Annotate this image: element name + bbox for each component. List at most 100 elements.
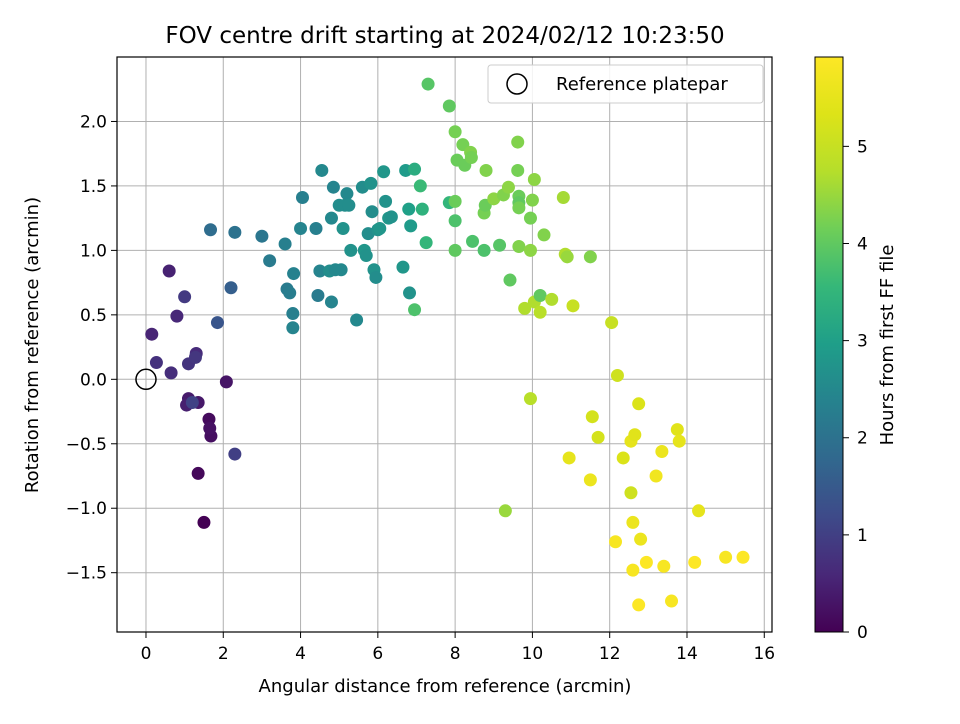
data-point [224,281,238,295]
data-point [518,301,532,315]
data-point [369,270,383,284]
x-axis-label: Angular distance from reference (arcmin) [259,676,632,697]
data-point [219,375,233,389]
data-point [719,550,733,564]
data-point [373,221,387,235]
data-point [665,594,679,608]
x-tick-label: 16 [753,644,775,664]
grid [117,57,772,632]
data-point [560,250,574,264]
data-point [287,267,301,281]
data-point [415,202,429,216]
x-tick-label: 14 [676,644,698,664]
data-point [365,205,379,219]
data-point [626,563,640,577]
legend: Reference platepar [487,64,764,104]
y-tick-label: −1.0 [66,499,107,519]
reference-platepar-marker [135,368,157,391]
y-tick-label: 0.0 [80,370,107,390]
data-point [145,327,159,341]
data-point [511,135,525,149]
x-tick-label: 0 [141,644,152,664]
data-point [670,423,684,437]
data-point [359,249,373,263]
data-point [692,504,706,518]
data-point [688,555,702,569]
data-point [311,289,325,303]
x-tick-label: 2 [218,644,229,664]
data-point [263,254,277,268]
data-point [632,397,646,411]
data-point [616,451,630,465]
data-point [498,504,512,518]
data-point [533,289,547,303]
data-point [255,229,269,243]
data-point [657,559,671,573]
x-tick-label: 6 [372,644,383,664]
data-point [364,176,378,190]
colorbar-tick-label: 4 [857,234,868,254]
y-tick-label: 1.5 [80,177,107,197]
data-point [479,163,493,177]
data-points [145,77,750,612]
data-point [379,194,393,208]
data-point [672,434,686,448]
data-point [736,550,750,564]
data-point [448,243,462,257]
data-point [533,305,547,319]
data-point [413,179,427,193]
data-point [626,515,640,529]
data-point [210,316,224,330]
data-point [324,295,338,309]
data-point [634,532,648,546]
data-point [408,162,422,176]
data-point [448,125,462,139]
data-point [448,214,462,228]
data-point [286,321,300,335]
data-point [566,299,580,313]
data-point [170,309,184,323]
data-point [228,447,242,461]
data-point [466,234,480,248]
data-point [334,263,348,277]
data-point [562,451,576,465]
x-tick-label: 4 [295,644,306,664]
y-tick-label: 2.0 [80,112,107,132]
y-axis-ticks: −1.5 −1.0 −0.5 0.0 0.5 1.0 1.5 2.0 [66,112,117,584]
data-point [188,350,202,364]
colorbar [814,56,844,633]
data-point [583,473,597,487]
legend-reference-marker [506,73,528,95]
data-point [149,356,163,370]
data-point [523,243,537,257]
colorbar-tick-label: 2 [857,429,868,449]
data-point [197,515,211,529]
data-point [313,264,327,278]
data-point [326,180,340,194]
data-point [583,250,597,264]
y-tick-label: 0.5 [80,306,107,326]
data-point [295,191,309,205]
data-point [403,286,417,300]
data-point [336,221,350,235]
y-tick-label: −0.5 [66,435,107,455]
data-point [525,193,539,207]
data-point [164,366,178,380]
data-point [649,469,663,483]
data-point [185,396,199,410]
data-point [283,286,297,300]
y-tick-label: −1.5 [66,564,107,584]
data-point [442,99,456,113]
colorbar-tick-label: 3 [857,332,868,352]
data-point [493,238,507,252]
data-point [523,392,537,406]
data-point [527,172,541,186]
chart-title: FOV centre drift starting at 2024/02/12 … [165,23,724,49]
legend-box [487,64,764,104]
colorbar-tick-label: 0 [857,623,868,643]
data-point [501,180,515,194]
data-point [591,430,605,444]
data-point [350,313,364,327]
data-point [402,202,416,216]
data-point [342,198,356,212]
